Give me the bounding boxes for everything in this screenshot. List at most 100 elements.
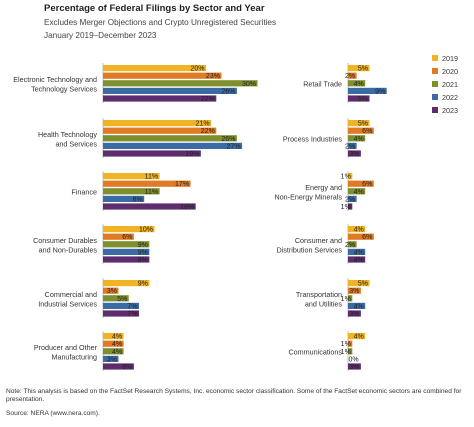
- data-label-process-industries-2023: 3%: [349, 151, 359, 158]
- data-label-consumer-durables-and-non-durables-2023: 9%: [138, 257, 148, 264]
- data-label-electronic-technology-and-technology-services-2021: 30%: [242, 81, 256, 88]
- category-label-communications: Communications: [288, 348, 342, 357]
- data-label-electronic-technology-and-technology-services-2020: 23%: [206, 73, 220, 80]
- data-label-communications-2023: 3%: [349, 364, 359, 371]
- data-label-communications-2019: 4%: [354, 334, 364, 341]
- legend-swatch-2023: [432, 107, 438, 113]
- data-label-health-technology-and-services-2020: 22%: [201, 128, 215, 135]
- data-label-consumer-and-distribution-services-2019: 4%: [354, 227, 364, 234]
- bar-process-industries-2020: [348, 127, 374, 134]
- bar-health-technology-and-services-2019: [103, 120, 212, 127]
- category-label-finance: Finance: [71, 188, 97, 197]
- category-label-retail-trade: Retail Trade: [303, 80, 342, 89]
- data-label-transportation-and-utilities-2023: 3%: [349, 311, 359, 318]
- data-label-finance-2021: 11%: [145, 189, 159, 196]
- data-label-health-technology-and-services-2021: 26%: [221, 136, 235, 143]
- legend-swatch-2019: [432, 55, 438, 61]
- bar-transportation-and-utilities-2020: [348, 287, 361, 294]
- category-label-process-industries: Process Industries: [283, 135, 343, 144]
- bar-health-technology-and-services-2021: [103, 135, 237, 142]
- data-label-retail-trade-2019: 5%: [358, 66, 368, 73]
- data-label-producer-and-other-manufacturing-2022: 3%: [107, 356, 117, 363]
- bar-finance-2021: [103, 188, 160, 195]
- data-label-commercial-and-industrial-services-2019: 9%: [138, 281, 148, 288]
- data-label-transportation-and-utilities-2019: 5%: [358, 281, 368, 288]
- data-label-energy-and-non-energy-minerals-2022: 2%: [345, 196, 355, 203]
- data-label-commercial-and-industrial-services-2020: 3%: [107, 288, 117, 295]
- bar-process-industries-2019: [348, 120, 370, 127]
- bar-retail-trade-2020: [348, 72, 357, 79]
- category-label-health-technology-and-services: Health Technology and Services: [38, 130, 97, 149]
- data-label-transportation-and-utilities-2021: 1%: [341, 296, 351, 303]
- bar-electronic-technology-and-technology-services-2023: [103, 95, 217, 102]
- bar-retail-trade-2021: [348, 80, 366, 87]
- data-label-commercial-and-industrial-services-2021: 5%: [117, 296, 127, 303]
- data-label-process-industries-2022: 2%: [345, 143, 355, 150]
- category-label-transportation-and-utilities: Transportation and Utilities: [296, 290, 342, 309]
- bar-process-industries-2021: [348, 135, 366, 142]
- data-label-health-technology-and-services-2022: 27%: [227, 143, 241, 150]
- bar-commercial-and-industrial-services-2023: [103, 310, 140, 317]
- data-label-producer-and-other-manufacturing-2020: 4%: [112, 341, 122, 348]
- data-label-consumer-and-distribution-services-2023: 4%: [354, 257, 364, 264]
- bar-producer-and-other-manufacturing-2022: [103, 355, 119, 362]
- bar-energy-and-non-energy-minerals-2021: [348, 188, 366, 195]
- bar-finance-2023: [103, 203, 196, 210]
- bar-transportation-and-utilities-2019: [348, 280, 370, 287]
- data-label-electronic-technology-and-technology-services-2019: 20%: [190, 66, 204, 73]
- bar-communications-2023: [348, 363, 361, 370]
- legend-label-2022: 2022: [442, 93, 458, 102]
- data-label-health-technology-and-services-2019: 21%: [196, 121, 210, 128]
- bar-health-technology-and-services-2023: [103, 150, 201, 157]
- bar-retail-trade-2022: [348, 87, 387, 94]
- bar-transportation-and-utilities-2021: [348, 295, 353, 302]
- data-label-consumer-and-distribution-services-2021: 2%: [345, 242, 355, 249]
- data-label-energy-and-non-energy-minerals-2021: 4%: [354, 189, 364, 196]
- chart-subtitle: Excludes Merger Objections and Crypto Un…: [44, 18, 277, 27]
- data-label-energy-and-non-energy-minerals-2020: 6%: [362, 181, 372, 188]
- data-label-retail-trade-2023: 5%: [358, 96, 368, 103]
- category-label-energy-and-non-energy-minerals: Energy and Non-Energy Minerals: [274, 183, 342, 202]
- bar-consumer-and-distribution-services-2020: [348, 233, 374, 240]
- bar-electronic-technology-and-technology-services-2022: [103, 87, 237, 94]
- data-label-finance-2023: 18%: [180, 204, 194, 211]
- data-label-electronic-technology-and-technology-services-2022: 26%: [221, 88, 235, 95]
- bar-consumer-durables-and-non-durables-2021: [103, 241, 150, 248]
- bar-commercial-and-industrial-services-2020: [103, 287, 119, 294]
- data-label-communications-2020: 1%: [341, 341, 351, 348]
- legend-label-2019: 2019: [442, 54, 458, 63]
- bar-consumer-and-distribution-services-2023: [348, 256, 366, 263]
- bar-health-technology-and-services-2020: [103, 127, 217, 134]
- legend-label-2023: 2023: [442, 106, 458, 115]
- data-label-electronic-technology-and-technology-services-2023: 22%: [201, 96, 215, 103]
- data-label-producer-and-other-manufacturing-2021: 4%: [112, 349, 122, 356]
- data-label-producer-and-other-manufacturing-2019: 4%: [112, 334, 122, 341]
- data-label-finance-2022: 8%: [133, 196, 143, 203]
- bar-health-technology-and-services-2022: [103, 142, 243, 149]
- legend-swatch-2022: [432, 94, 438, 100]
- data-label-energy-and-non-energy-minerals-2023: 1%: [341, 204, 351, 211]
- bar-retail-trade-2023: [348, 95, 370, 102]
- bar-electronic-technology-and-technology-services-2019: [103, 65, 206, 72]
- data-label-retail-trade-2021: 4%: [354, 81, 364, 88]
- data-label-retail-trade-2020: 2%: [345, 73, 355, 80]
- bar-finance-2019: [103, 173, 160, 180]
- data-label-transportation-and-utilities-2022: 4%: [354, 303, 364, 310]
- data-label-process-industries-2021: 4%: [354, 136, 364, 143]
- bar-communications-2021: [348, 348, 353, 355]
- bar-producer-and-other-manufacturing-2021: [103, 348, 124, 355]
- bar-consumer-durables-and-non-durables-2023: [103, 256, 150, 263]
- data-label-energy-and-non-energy-minerals-2019: 1%: [341, 174, 351, 181]
- bar-process-industries-2023: [348, 150, 361, 157]
- chart-title: Percentage of Federal Filings by Sector …: [44, 3, 265, 14]
- data-label-health-technology-and-services-2023: 19%: [185, 151, 199, 158]
- bar-energy-and-non-energy-minerals-2023: [348, 203, 353, 210]
- category-label-consumer-durables-and-non-durables: Consumer Durables and Non-Durables: [33, 236, 97, 255]
- bar-finance-2022: [103, 195, 145, 202]
- data-label-communications-2021: 1%: [341, 349, 351, 356]
- chart-note: Note: This analysis is based on the Fact…: [6, 388, 462, 404]
- data-label-commercial-and-industrial-services-2022: 7%: [127, 303, 137, 310]
- data-label-commercial-and-industrial-services-2023: 7%: [127, 311, 137, 318]
- bar-chart: Electronic Technology and Technology Serv…: [13, 54, 458, 371]
- chart-source: Source: NERA (www.nera.com).: [6, 410, 100, 417]
